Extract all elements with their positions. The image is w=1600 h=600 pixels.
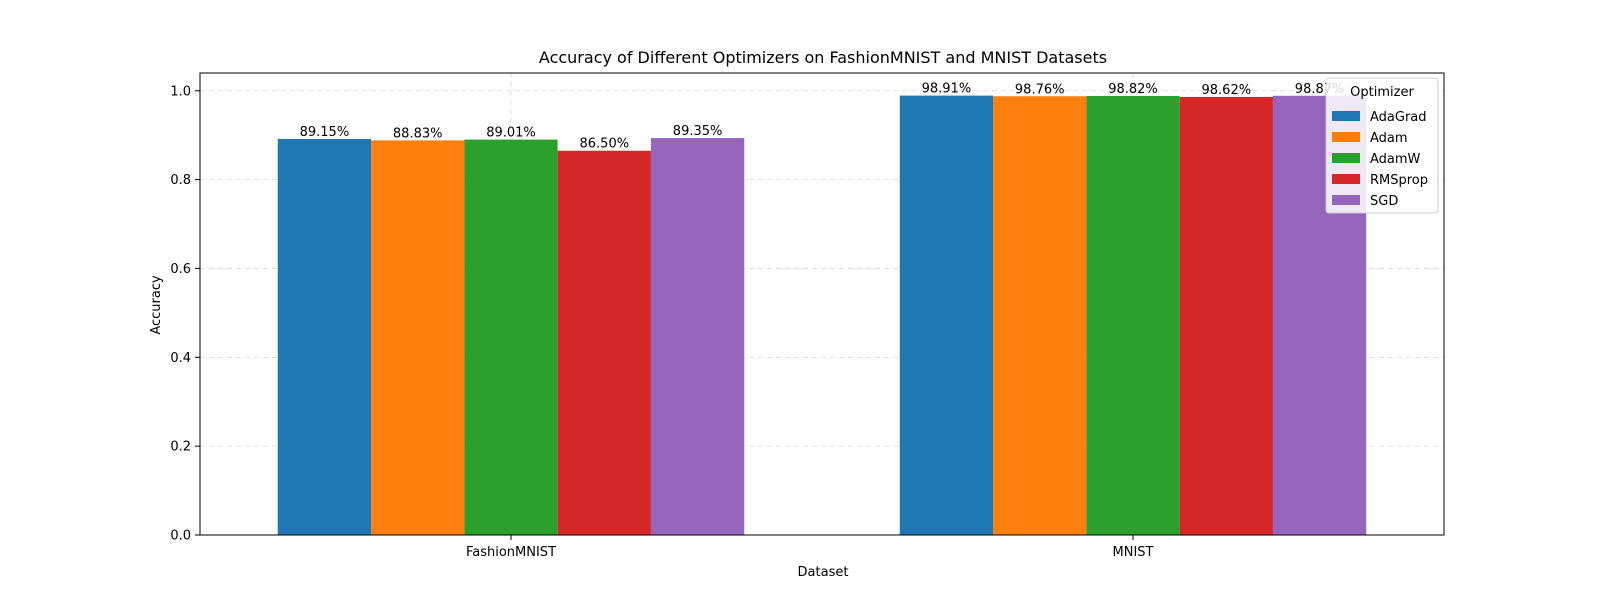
y-axis-label: Accuracy [149,275,164,335]
data-label: 98.62% [1202,83,1252,98]
data-label: 89.15% [300,125,350,140]
plot-frame [199,72,1445,536]
y-axis: 0.0 0.2 0.4 0.6 0.8 1.0 [170,84,200,544]
legend-swatch-rmsprop [1332,174,1360,184]
bar-rmsprop-fashionmnist [557,150,651,535]
legend-label: RMSprop [1370,173,1428,188]
data-label: 88.83% [393,126,443,141]
y-tick-label: 0.8 [170,173,191,188]
legend-title: Optimizer [1350,85,1414,100]
y-tick-label: 0.4 [170,351,191,366]
bar-adamw-mnist [1086,96,1180,535]
chart-title: Accuracy of Different Optimizers on Fash… [539,48,1107,67]
data-label: 98.76% [1015,82,1065,97]
x-axis: FashionMNIST MNIST [466,535,1154,560]
y-tick-label: 0.6 [170,262,191,277]
bar-adagrad-mnist [899,95,994,536]
legend-label: Adam [1370,131,1408,146]
legend-label: AdamW [1370,152,1421,167]
y-tick-label: 0.2 [170,440,191,455]
legend-label: AdaGrad [1370,110,1427,125]
bar-adamw-fashionmnist [464,139,558,535]
legend-swatch-sgd [1332,195,1360,205]
data-label: 86.50% [580,137,630,152]
legend-swatch-adamw [1332,153,1360,163]
bar-sgd-fashionmnist [650,138,745,535]
bar-adagrad-fashionmnist [277,138,372,535]
data-label: 98.82% [1108,82,1158,97]
bars [277,95,1367,536]
legend-swatch-adam [1332,132,1360,142]
legend: Optimizer AdaGrad Adam AdamW RMSprop SGD [1325,77,1439,214]
bar-adam-mnist [993,96,1087,535]
data-label: 89.35% [673,124,723,139]
y-tick-label: 0.0 [170,529,191,544]
data-labels: 89.15% 98.91% 88.83% 98.76% 89.01% 98.82% 86.5… [300,82,1345,152]
x-tick-label: MNIST [1113,545,1154,560]
legend-label: SGD [1370,194,1398,209]
data-label: 98.91% [922,82,972,97]
bar-adam-fashionmnist [371,140,465,535]
bar-rmsprop-mnist [1179,96,1273,536]
legend-swatch-adagrad [1332,111,1360,121]
legend-items: AdaGrad Adam AdamW RMSprop SGD [1332,110,1428,209]
x-tick-label: FashionMNIST [466,545,556,560]
x-axis-label: Dataset [798,565,849,580]
y-tick-label: 1.0 [170,84,191,99]
data-label: 89.01% [486,126,536,141]
